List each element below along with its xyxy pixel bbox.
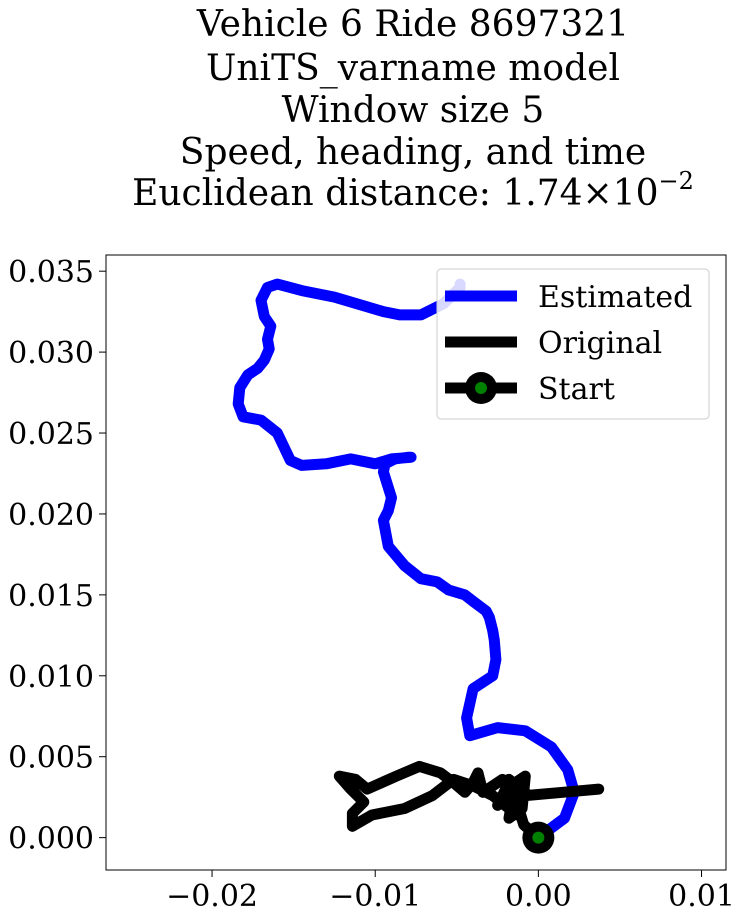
x-tick-label: 0.01 xyxy=(668,879,735,914)
y-tick-label: 0.035 xyxy=(8,255,94,290)
chart-title: Vehicle 6 Ride 8697321 UniTS_varname mod… xyxy=(132,4,694,214)
title-euclid-exponent: −2 xyxy=(659,167,694,195)
y-tick-label: 0.015 xyxy=(8,579,94,614)
legend-start-label: Start xyxy=(538,372,615,407)
legend-start-marker-center xyxy=(475,382,487,394)
y-tick-label: 0.005 xyxy=(8,741,94,776)
x-axis: −0.02 −0.01 0.00 0.01 xyxy=(166,870,735,914)
title-line-1: Vehicle 6 Ride 8697321 xyxy=(196,4,629,45)
start-marker-center xyxy=(532,831,545,844)
y-tick-label: 0.030 xyxy=(8,336,94,371)
title-euclid-prefix: Euclidean distance: 1.74×10 xyxy=(132,173,658,214)
x-tick-label: 0.00 xyxy=(505,879,572,914)
legend-box xyxy=(436,268,710,420)
y-tick-label: 0.025 xyxy=(8,417,94,452)
title-line-5: Euclidean distance: 1.74×10−2 xyxy=(132,167,694,214)
title-line-2: UniTS_varname model xyxy=(206,48,620,89)
x-tick-label: −0.02 xyxy=(166,879,258,914)
y-axis: 0.000 0.005 0.010 0.015 0.020 0.025 0.030 0.035 xyxy=(8,255,106,857)
y-tick-label: 0.010 xyxy=(8,660,94,695)
legend-estimated-label: Estimated xyxy=(538,280,692,315)
x-tick-label: −0.01 xyxy=(329,879,421,914)
series-layer xyxy=(232,278,605,854)
legend: Estimated Original Start xyxy=(436,268,710,420)
plot-frame xyxy=(105,254,727,871)
y-tick-label: 0.020 xyxy=(8,498,94,533)
title-line-3: Window size 5 xyxy=(282,90,545,131)
title-line-4: Speed, heading, and time xyxy=(180,132,646,173)
y-tick-label: 0.000 xyxy=(8,822,94,857)
legend-original-label: Original xyxy=(538,326,662,361)
series-estimated-line xyxy=(232,278,580,844)
series-original-line xyxy=(333,760,605,844)
